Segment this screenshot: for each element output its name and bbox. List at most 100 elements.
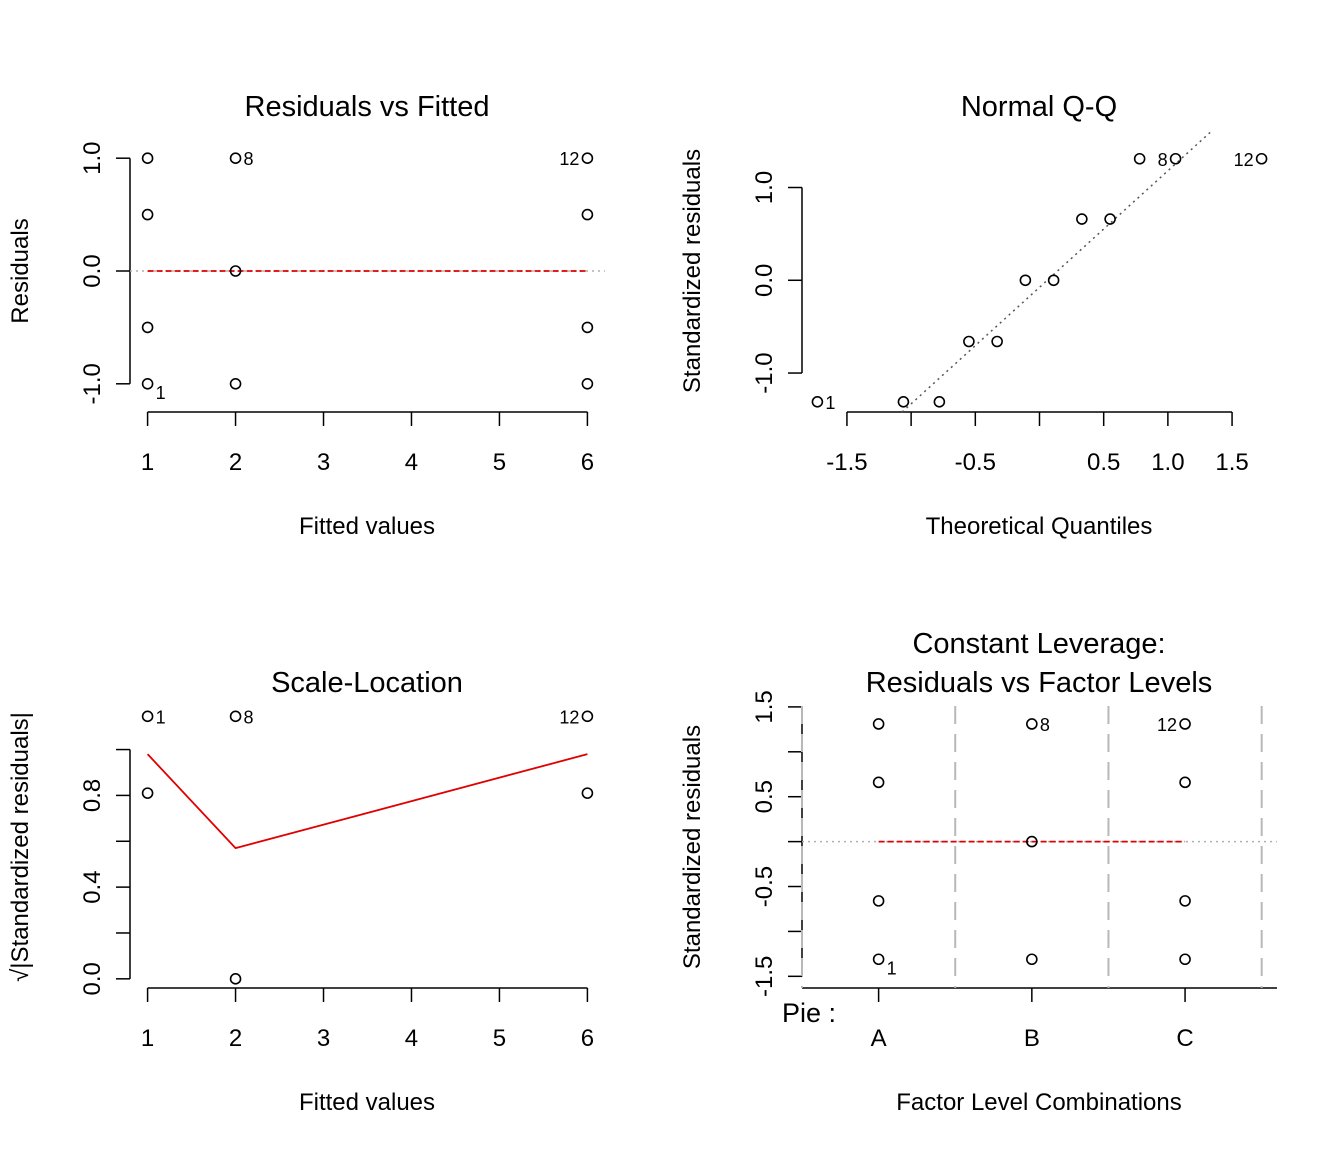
data-point — [141, 710, 154, 723]
point-label: 12 — [1234, 150, 1254, 170]
x-tick-label: 1.0 — [1151, 449, 1184, 476]
data-point — [811, 395, 824, 408]
data-point — [141, 787, 154, 799]
factor-label: Pie : — [782, 998, 836, 1028]
data-point — [229, 152, 242, 164]
data-point — [872, 953, 885, 966]
data-point — [581, 787, 594, 799]
chart-title: Normal Q-Q — [961, 91, 1117, 123]
panel-2: Normal Q-Q Theoretical Quantiles Standardi… — [679, 91, 1268, 540]
y-tick-label: 0.8 — [79, 779, 106, 812]
y-axis-label: Standardized residuals — [679, 725, 706, 969]
x-tick-label: C — [1176, 1025, 1193, 1052]
data-point — [1076, 213, 1088, 225]
data-point — [229, 710, 242, 723]
x-tick-label: -1.5 — [826, 449, 867, 476]
point-label: 8 — [1040, 715, 1050, 735]
x-axis-label: Factor Level Combinations — [896, 1089, 1181, 1116]
data-point — [963, 335, 975, 348]
y-tick-label: -1.0 — [751, 352, 778, 393]
y-tick-label: 0.0 — [751, 264, 778, 297]
data-point — [581, 321, 594, 334]
x-tick-label: 1 — [141, 1025, 154, 1052]
data-point — [1179, 776, 1191, 789]
data-point — [141, 377, 154, 390]
x-tick-label: 2 — [229, 449, 242, 476]
y-tick-label: 0.0 — [79, 254, 106, 287]
chart-title: Residuals vs Fitted — [245, 91, 490, 123]
x-tick-label: -0.5 — [955, 449, 996, 476]
point-label: 8 — [244, 149, 254, 169]
data-point — [933, 395, 946, 408]
data-point — [1026, 718, 1038, 730]
y-tick-label: 0.5 — [751, 780, 778, 813]
y-tick-label: 0.0 — [79, 962, 106, 995]
data-point — [229, 973, 242, 985]
x-tick-label: 5 — [493, 1025, 506, 1052]
y-axis-label: Residuals — [7, 218, 34, 323]
x-tick-label: 6 — [581, 449, 594, 476]
data-point — [581, 377, 594, 390]
point-label: 1 — [156, 707, 166, 727]
point-label: 8 — [1158, 150, 1168, 170]
point-label: 1 — [825, 393, 835, 413]
data-point — [1169, 152, 1182, 165]
x-tick-label: B — [1024, 1025, 1040, 1052]
data-point — [1026, 953, 1038, 966]
chart-title: Scale-Location — [271, 667, 463, 699]
point-label: 1 — [887, 958, 897, 978]
x-tick-label: 6 — [581, 1025, 594, 1052]
point-label: 1 — [156, 383, 166, 403]
x-tick-label: A — [871, 1025, 887, 1052]
data-point — [1255, 152, 1268, 165]
y-tick-label: 0.4 — [79, 870, 106, 903]
chart-subtitle: Residuals vs Factor Levels — [866, 667, 1213, 699]
data-point — [897, 395, 910, 408]
qq-reference-line — [901, 129, 1214, 413]
x-tick-label: 2 — [229, 1025, 242, 1052]
data-point — [1026, 835, 1038, 848]
panel-3: Scale-Location Fitted values √|Standardize… — [7, 667, 594, 1116]
x-tick-label: 1 — [141, 449, 154, 476]
data-point — [1104, 213, 1116, 225]
point-label: 12 — [559, 149, 579, 169]
data-point — [872, 776, 885, 789]
point-label: 8 — [244, 707, 254, 727]
chart-title: Constant Leverage: — [912, 628, 1165, 660]
panel-1: Residuals vs Fitted Fitted values Residual… — [7, 91, 605, 540]
x-tick-label: 4 — [405, 1025, 418, 1052]
data-point — [1019, 274, 1032, 287]
x-tick-label: 3 — [317, 1025, 330, 1052]
data-point — [581, 152, 594, 164]
data-point — [581, 710, 594, 723]
data-point — [872, 718, 885, 730]
data-point — [581, 208, 594, 221]
panel-4: Constant Leverage: Residuals vs Factor Le… — [679, 628, 1277, 1116]
y-axis-label: √|Standardized residuals| — [7, 712, 34, 982]
data-point — [1179, 895, 1191, 907]
data-point — [1047, 274, 1060, 287]
y-tick-label: 1.0 — [79, 142, 106, 175]
data-point — [141, 208, 154, 221]
data-point — [1179, 718, 1191, 730]
data-point — [1179, 953, 1191, 966]
x-axis-label: Theoretical Quantiles — [926, 513, 1153, 540]
y-tick-label: -1.5 — [751, 956, 778, 997]
x-axis-label: Fitted values — [299, 513, 435, 540]
y-tick-label: 1.0 — [751, 171, 778, 204]
smoother-line — [146, 753, 588, 850]
point-label: 12 — [559, 707, 579, 727]
data-point — [991, 335, 1003, 348]
x-tick-label: 5 — [493, 449, 506, 476]
data-point — [1133, 152, 1146, 165]
x-tick-label: 4 — [405, 449, 418, 476]
y-axis-label: Standardized residuals — [679, 149, 706, 393]
x-tick-label: 1.5 — [1215, 449, 1248, 476]
data-point — [229, 265, 242, 277]
data-point — [872, 895, 885, 907]
data-point — [229, 377, 242, 390]
point-label: 12 — [1157, 715, 1177, 735]
y-tick-label: -1.0 — [79, 363, 106, 404]
x-axis-label: Fitted values — [299, 1089, 435, 1116]
